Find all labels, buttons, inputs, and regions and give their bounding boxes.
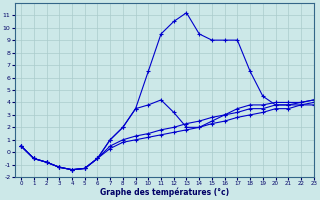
X-axis label: Graphe des températures (°c): Graphe des températures (°c) xyxy=(100,188,229,197)
